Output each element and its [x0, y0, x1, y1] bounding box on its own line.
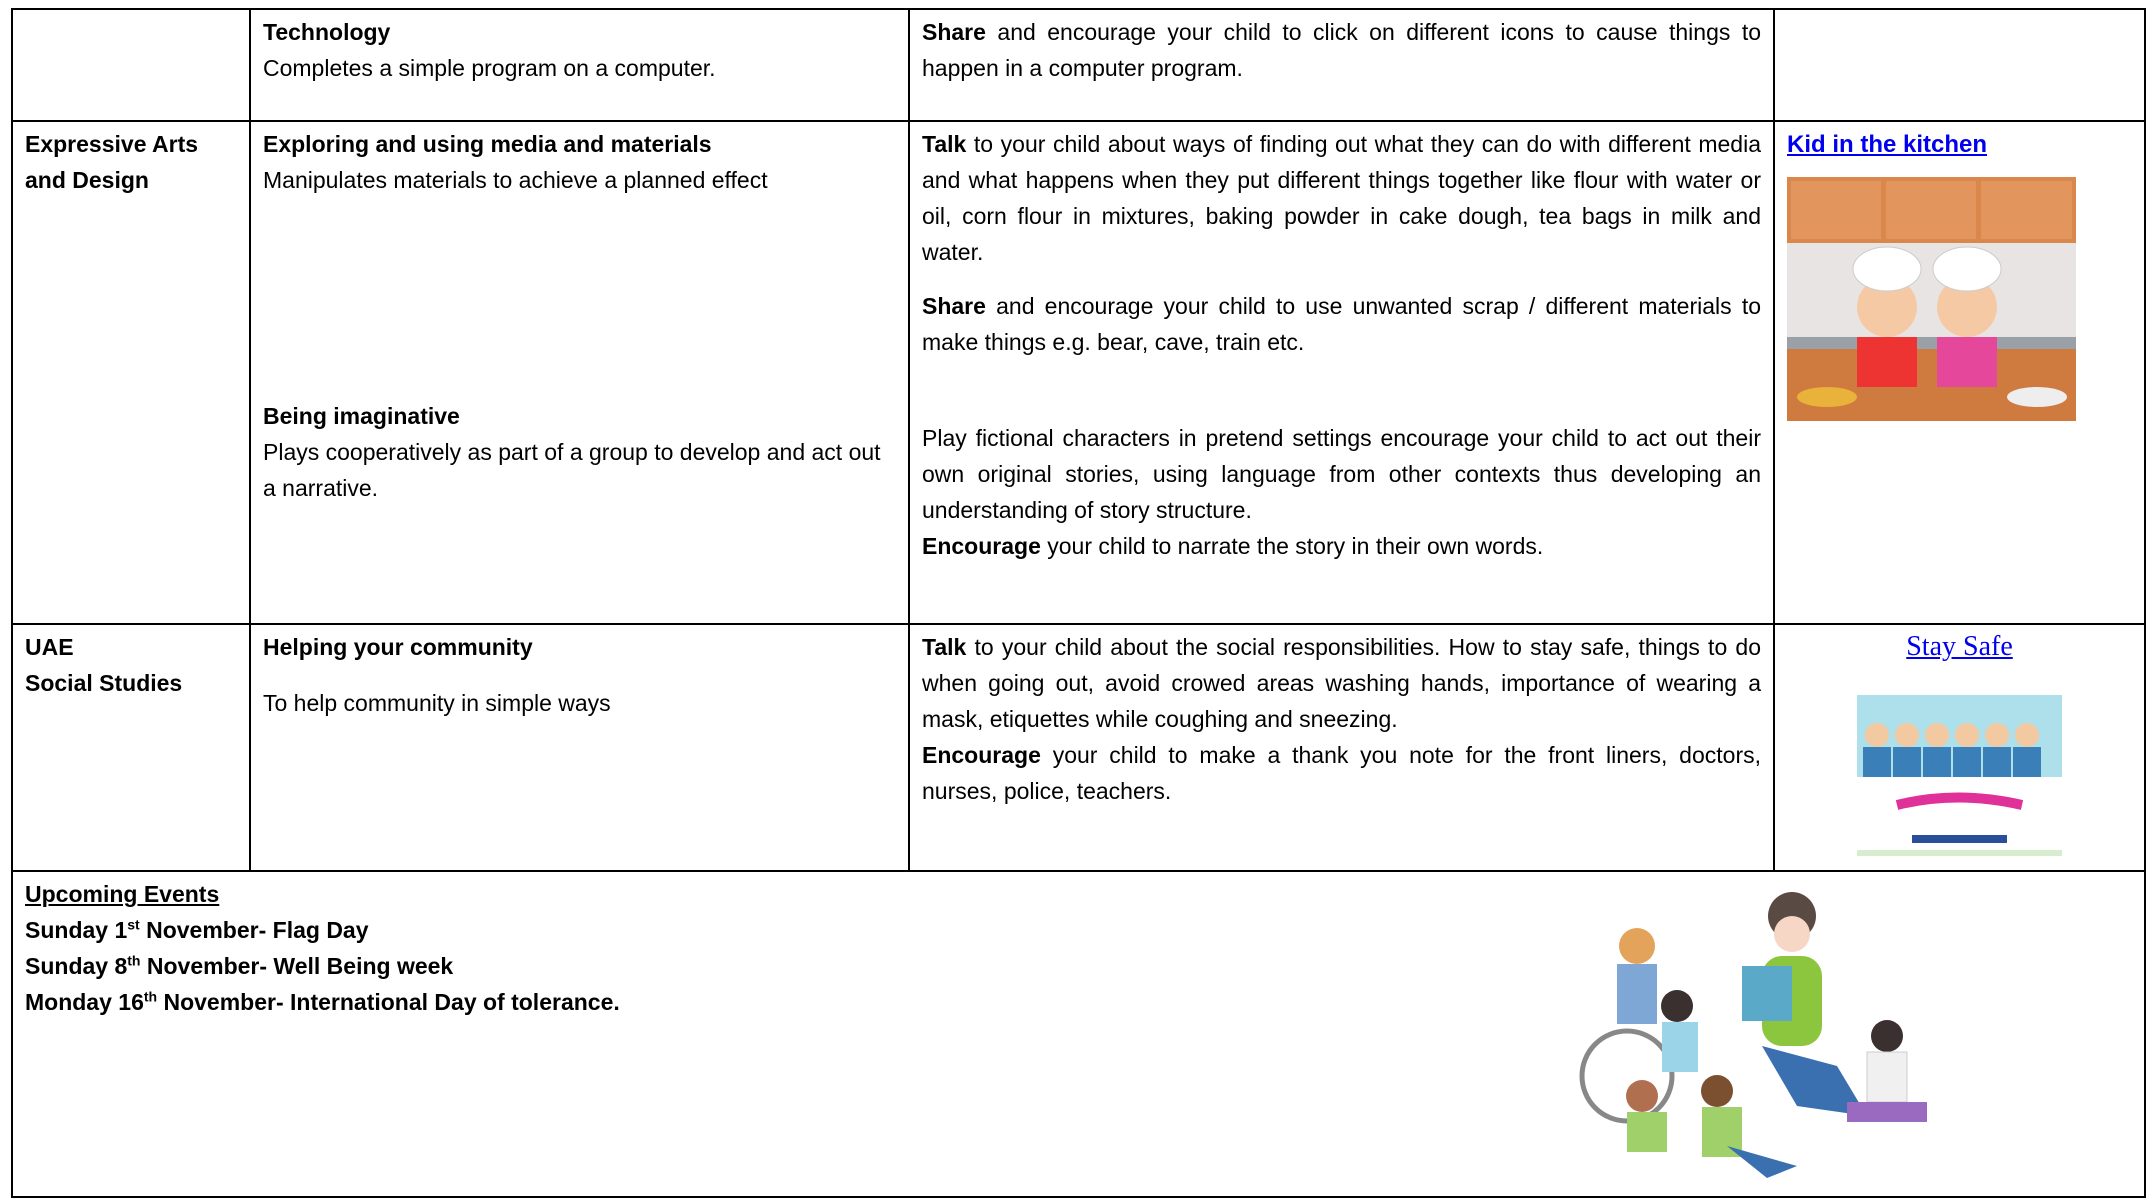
skill: Exploring and using media and materials M…	[263, 126, 896, 198]
activity: Encourage your child to narrate the stor…	[922, 528, 1761, 564]
activity-text: Play fictional characters in pretend set…	[922, 425, 1761, 523]
events: Upcoming Events Sunday 1st November- Flag…	[25, 876, 2132, 1192]
event-text: November- Well Being week	[146, 953, 454, 979]
event-suffix: st	[127, 916, 140, 933]
area-cell: UAE Social Studies	[11, 623, 251, 872]
event-day: Monday 16	[25, 989, 144, 1015]
table-row: Expressive Arts and Design Exploring and u…	[11, 120, 2146, 625]
activities-cell: Talk to your child about ways of finding…	[908, 120, 1775, 625]
activity: Play fictional characters in pretend set…	[922, 420, 1761, 528]
activity-text: and encourage your child to click on dif…	[922, 19, 1762, 81]
skill-description: Manipulates materials to achieve a plann…	[263, 167, 768, 193]
skills-cell: Technology Completes a simple program on …	[249, 8, 910, 122]
skill-description: To help community in simple ways	[263, 690, 611, 716]
activity-lead: Encourage	[922, 533, 1041, 559]
area-cell	[11, 8, 251, 122]
area-name: Social Studies	[25, 670, 183, 696]
skill-title: Being imaginative	[263, 403, 460, 429]
skill: Being imaginative Plays cooperatively as …	[263, 398, 896, 506]
events-cell: Upcoming Events Sunday 1st November- Flag…	[11, 870, 2146, 1198]
event-text: November- International Day of tolerance…	[163, 989, 620, 1015]
resource-link[interactable]: Stay Safe	[1906, 631, 2013, 662]
area-name: Expressive Arts	[25, 131, 199, 157]
skills-cell: Helping your community To help community …	[249, 623, 910, 872]
events-title: Upcoming Events	[25, 881, 220, 907]
activity: Share and encourage your child to use un…	[922, 288, 1761, 360]
activity: Share and encourage your child to click …	[922, 14, 1761, 86]
activity-lead: Talk	[922, 634, 967, 660]
skill: Technology Completes a simple program on …	[263, 14, 896, 86]
area-name: and Design	[25, 167, 149, 193]
activity-text: your child to narrate the story in their…	[1047, 533, 1544, 559]
activity-text: to your child about ways of finding out …	[922, 131, 1761, 265]
skills-cell: Exploring and using media and materials M…	[249, 120, 910, 625]
activities-cell: Share and encourage your child to click …	[908, 8, 1775, 122]
kitchen-picture-art	[1787, 177, 2076, 421]
activity-lead: Share	[922, 293, 986, 319]
event: Sunday 8th November- Well Being week	[25, 948, 2132, 984]
thank-you-picture-art	[1857, 695, 2062, 856]
resource-cell: Kid in the kitchen	[1773, 120, 2146, 625]
activities-cell: Talk to your child about the social resp…	[908, 623, 1775, 872]
skill-title: Exploring and using media and materials	[263, 131, 712, 157]
activity-lead: Share	[922, 19, 986, 45]
area-cell: Expressive Arts and Design	[11, 120, 251, 625]
event: Sunday 1st November- Flag Day	[25, 912, 2132, 948]
skill-title: Helping your community	[263, 634, 533, 660]
event-day: Sunday 1	[25, 917, 128, 943]
activity-text: to your child about the social responsib…	[922, 634, 1762, 732]
event-suffix: th	[143, 988, 158, 1005]
reading-picture	[1567, 886, 1945, 1194]
kitchen-picture	[1787, 177, 2132, 431]
events-row: Upcoming Events Sunday 1st November- Flag…	[11, 870, 2146, 1198]
event-day: Sunday 8	[25, 953, 128, 979]
activity: Talk to your child about the social resp…	[922, 629, 1761, 737]
activity-table: Technology Completes a simple program on …	[11, 8, 2146, 1198]
activity-text: your child to make a thank you note for …	[922, 742, 1761, 804]
skill-description: Plays cooperatively as part of a group t…	[263, 439, 881, 501]
event-text: November- Flag Day	[146, 917, 369, 943]
resource-link[interactable]: Kid in the kitchen	[1787, 131, 1988, 158]
event: Monday 16th November- International Day …	[25, 984, 2132, 1020]
activity-lead: Encourage	[922, 742, 1041, 768]
skill: Helping your community To help community …	[263, 629, 896, 721]
skill-title: Technology	[263, 19, 391, 45]
resource-cell: Stay Safe	[1773, 623, 2146, 872]
activity: Encourage your child to make a thank you…	[922, 737, 1761, 809]
event-suffix: th	[127, 952, 141, 969]
resource-cell	[1773, 8, 2146, 122]
table-row: UAE Social Studies Helping your community T…	[11, 623, 2146, 872]
thank-you-picture	[1787, 695, 2132, 866]
activity-lead: Talk	[922, 131, 967, 157]
activity-text: and encourage your child to use unwanted…	[922, 293, 1762, 355]
reading-picture-art	[1579, 892, 1927, 1178]
table-row: Technology Completes a simple program on …	[11, 8, 2146, 122]
area-name: UAE	[25, 634, 74, 660]
skill-description: Completes a simple program on a computer…	[263, 55, 716, 81]
activity: Talk to your child about ways of finding…	[922, 126, 1761, 270]
